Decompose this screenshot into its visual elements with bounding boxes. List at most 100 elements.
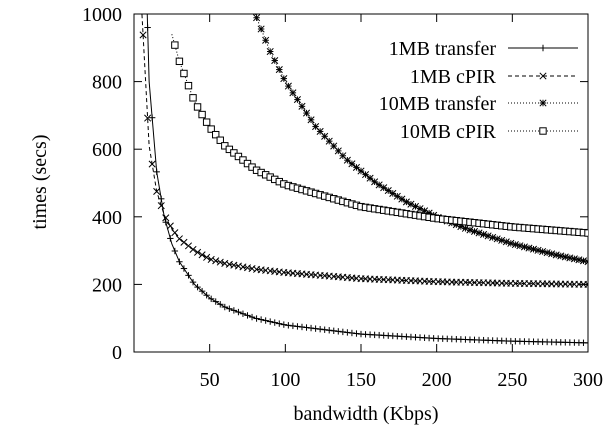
data-point: [516, 242, 524, 250]
data-point: [489, 233, 497, 241]
data-point: [166, 222, 174, 230]
data-point: [334, 147, 342, 155]
series-layer: [139, 14, 588, 347]
data-point: [262, 36, 270, 44]
data-point: [207, 255, 215, 264]
data-point: [539, 72, 547, 80]
data-point: [357, 167, 365, 175]
data-point: [193, 103, 202, 111]
data-point: [202, 118, 211, 126]
data-point: [162, 214, 170, 222]
data-point: [184, 81, 193, 90]
data-point: [493, 235, 501, 243]
data-point: [520, 243, 528, 251]
data-point: [253, 14, 261, 22]
data-point: [275, 66, 283, 74]
data-point: [525, 244, 533, 252]
data-point: [212, 130, 220, 139]
plot-frame: [133, 13, 589, 353]
data-point: [539, 247, 547, 256]
data-point: [366, 174, 374, 182]
data-point: [384, 187, 392, 195]
data-point: [343, 156, 351, 164]
data-point: [198, 251, 206, 259]
y-tick-label: 800: [92, 72, 122, 94]
data-point: [284, 82, 292, 90]
series-3: [171, 34, 588, 237]
data-point: [189, 245, 197, 253]
y-tick-label: 200: [92, 274, 122, 296]
x-axis-label: bandwidth (Kbps): [294, 403, 439, 425]
y-tick-label: 400: [92, 207, 122, 229]
data-point: [144, 114, 152, 122]
data-point: [461, 224, 469, 232]
data-point: [498, 236, 506, 244]
data-point: [175, 235, 183, 243]
data-point: [266, 47, 274, 56]
data-point: [348, 160, 356, 168]
data-point: [352, 163, 361, 171]
data-point: [175, 57, 184, 66]
legend-label: 1MB cPIR: [410, 66, 497, 88]
data-point: [289, 89, 297, 97]
data-point: [257, 25, 265, 33]
data-point: [307, 116, 315, 124]
data-point: [271, 56, 279, 65]
data-point: [466, 226, 474, 234]
data-point: [584, 258, 588, 263]
data-point: [216, 258, 224, 266]
data-point: [389, 189, 397, 197]
y-tick-label: 0: [112, 342, 122, 364]
data-point: [293, 96, 301, 104]
data-point: [584, 283, 588, 288]
data-point: [148, 160, 156, 168]
legend-label: 10MB transfer: [379, 93, 497, 115]
data-point: [380, 184, 388, 192]
data-point: [216, 136, 224, 144]
series-2: [253, 14, 588, 266]
plot-axes: 50 100 150 200 250 300 0 200 400 600 800 1000: [82, 4, 603, 391]
data-point: [184, 242, 193, 250]
data-point: [511, 241, 519, 249]
data-point: [316, 127, 324, 135]
data-point: [411, 202, 420, 210]
data-point: [212, 257, 220, 265]
data-point: [507, 239, 515, 247]
data-point: [203, 253, 211, 261]
data-point: [321, 132, 329, 140]
data-point: [502, 238, 510, 246]
data-point: [584, 280, 588, 286]
data-point: [312, 123, 320, 131]
data-point: [298, 102, 306, 110]
data-point: [539, 99, 547, 107]
legend-label: 10MB cPIR: [400, 121, 497, 143]
data-point: [534, 246, 542, 254]
data-point: [157, 202, 165, 210]
y-tick-label: 600: [92, 139, 122, 161]
data-point: [207, 125, 215, 133]
legend-label: 1MB transfer: [389, 38, 497, 60]
data-point: [393, 192, 401, 200]
data-point: [361, 171, 370, 179]
y-tick-label: 1000: [82, 4, 122, 26]
data-point: [584, 229, 588, 237]
data-point: [584, 261, 588, 266]
data-point: [398, 195, 406, 203]
data-point: [180, 238, 188, 246]
data-point: [375, 181, 383, 189]
data-point: [543, 249, 551, 257]
data-point: [153, 187, 161, 196]
data-point: [402, 198, 410, 206]
data-point: [407, 200, 415, 208]
x-tick-label: 100: [270, 369, 300, 391]
data-point: [529, 245, 538, 253]
x-tick-label: 50: [200, 369, 220, 391]
data-point: [180, 69, 188, 78]
data-point: [339, 152, 347, 160]
data-point: [198, 110, 206, 119]
data-point: [480, 230, 488, 238]
x-tick-label: 300: [573, 369, 603, 391]
data-point: [539, 127, 547, 135]
legend: 1MB transfer 1MB cPIR 10MB transfer 10MB cP…: [379, 38, 578, 143]
